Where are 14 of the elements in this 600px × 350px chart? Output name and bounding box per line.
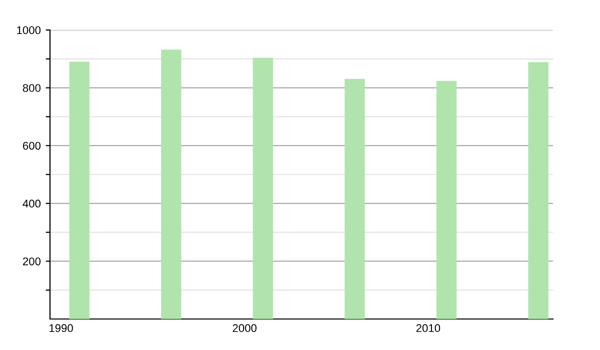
bar (69, 62, 90, 319)
x-tick-label: 1990 (50, 324, 73, 332)
y-tick-label: 1000 (17, 26, 41, 34)
y-tick-label: 800 (22, 84, 41, 92)
x-tick-label: 2000 (232, 324, 257, 332)
bar (528, 62, 548, 319)
y-tick-label: 200 (22, 257, 41, 266)
y-tick-label: 600 (23, 142, 41, 150)
bar (161, 50, 182, 319)
y-tick-label: 400 (22, 200, 41, 208)
bar (344, 78, 365, 319)
bar (252, 58, 274, 319)
x-tick-label: 2010 (416, 324, 440, 332)
bar (436, 80, 457, 319)
